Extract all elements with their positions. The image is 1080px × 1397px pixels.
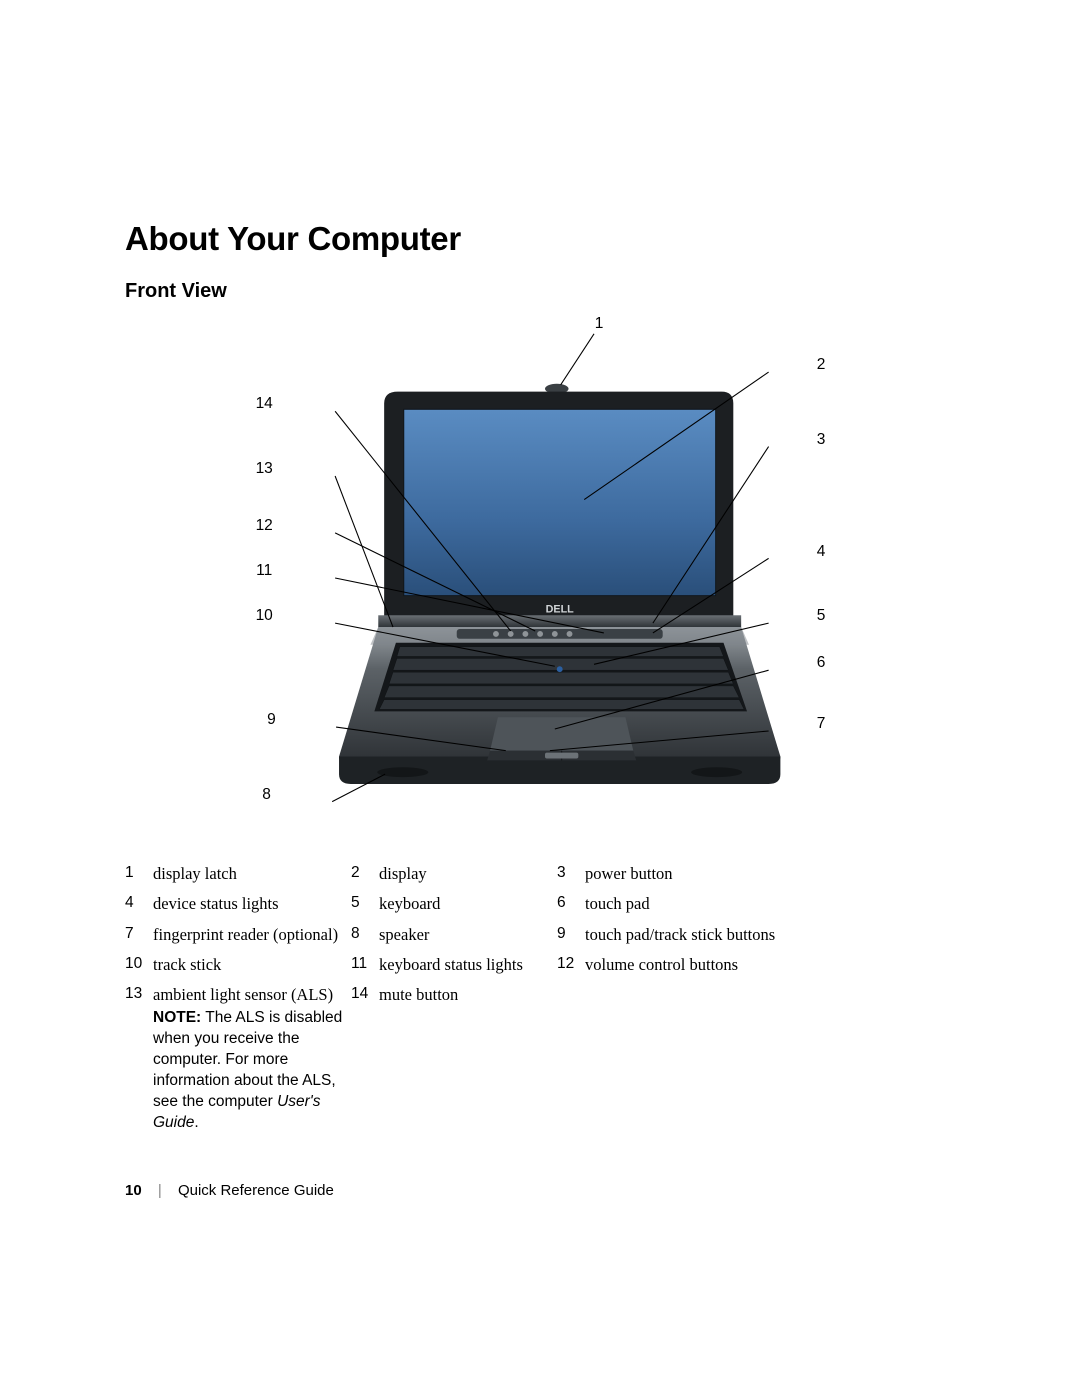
legend-label-4: device status lights bbox=[153, 893, 351, 915]
callout-8: 8 bbox=[255, 786, 279, 804]
legend-label-1: display latch bbox=[153, 863, 351, 885]
callout-9: 9 bbox=[259, 711, 283, 729]
front-view-diagram: DELL bbox=[125, 323, 965, 833]
legend-num-11: 11 bbox=[351, 954, 379, 975]
callout-2: 2 bbox=[809, 356, 833, 374]
legend-label-11: keyboard status lights bbox=[379, 954, 557, 976]
legend-num-13: 13 bbox=[125, 984, 153, 1005]
legend-num-5: 5 bbox=[351, 893, 379, 914]
laptop-illustration: DELL bbox=[125, 323, 965, 833]
callout-10: 10 bbox=[252, 607, 276, 625]
footer-title: Quick Reference Guide bbox=[178, 1182, 334, 1199]
legend-label-6: touch pad bbox=[585, 893, 965, 915]
legend-label-8: speaker bbox=[379, 924, 557, 946]
callout-6: 6 bbox=[809, 654, 833, 672]
legend-num-12: 12 bbox=[557, 954, 585, 975]
legend-label-2: display bbox=[379, 863, 557, 885]
document-page: About Your Computer Front View bbox=[0, 0, 1080, 1259]
callout-4: 4 bbox=[809, 543, 833, 561]
page-number: 10 bbox=[125, 1182, 142, 1199]
legend-label-3: power button bbox=[585, 863, 965, 885]
legend-table: 1display latch2display3power button 4devi… bbox=[125, 863, 965, 1134]
callout-1: 1 bbox=[587, 315, 611, 333]
legend-label-10: track stick bbox=[153, 954, 351, 976]
page-title: About Your Computer bbox=[125, 220, 965, 258]
callout-5: 5 bbox=[809, 607, 833, 625]
callout-14: 14 bbox=[252, 395, 276, 413]
legend-label-13: ambient light sensor (ALS)NOTE: The ALS … bbox=[153, 984, 351, 1134]
legend-num-4: 4 bbox=[125, 893, 153, 914]
legend-label-12: volume control buttons bbox=[585, 954, 965, 976]
legend-label-7: fingerprint reader (optional) bbox=[153, 924, 351, 946]
legend-num-6: 6 bbox=[557, 893, 585, 914]
legend-label-14: mute button bbox=[379, 984, 557, 1006]
svg-text:DELL: DELL bbox=[546, 603, 575, 615]
legend-num-3: 3 bbox=[557, 863, 585, 884]
callout-13: 13 bbox=[252, 460, 276, 478]
legend-num-7: 7 bbox=[125, 924, 153, 945]
als-note: NOTE: The ALS is disabled when you recei… bbox=[153, 1008, 351, 1134]
legend-num-14: 14 bbox=[351, 984, 379, 1005]
legend-num-1: 1 bbox=[125, 863, 153, 884]
page-footer: 10 | Quick Reference Guide bbox=[125, 1182, 965, 1199]
callout-7: 7 bbox=[809, 715, 833, 733]
legend-num-2: 2 bbox=[351, 863, 379, 884]
footer-divider: | bbox=[158, 1182, 162, 1199]
callout-11: 11 bbox=[252, 562, 276, 580]
section-title: Front View bbox=[125, 280, 965, 303]
legend-num-8: 8 bbox=[351, 924, 379, 945]
callout-3: 3 bbox=[809, 431, 833, 449]
callout-12: 12 bbox=[252, 517, 276, 535]
legend-num-10: 10 bbox=[125, 954, 153, 975]
legend-label-5: keyboard bbox=[379, 893, 557, 915]
legend-label-9: touch pad/track stick buttons bbox=[585, 924, 965, 946]
legend-num-9: 9 bbox=[557, 924, 585, 945]
